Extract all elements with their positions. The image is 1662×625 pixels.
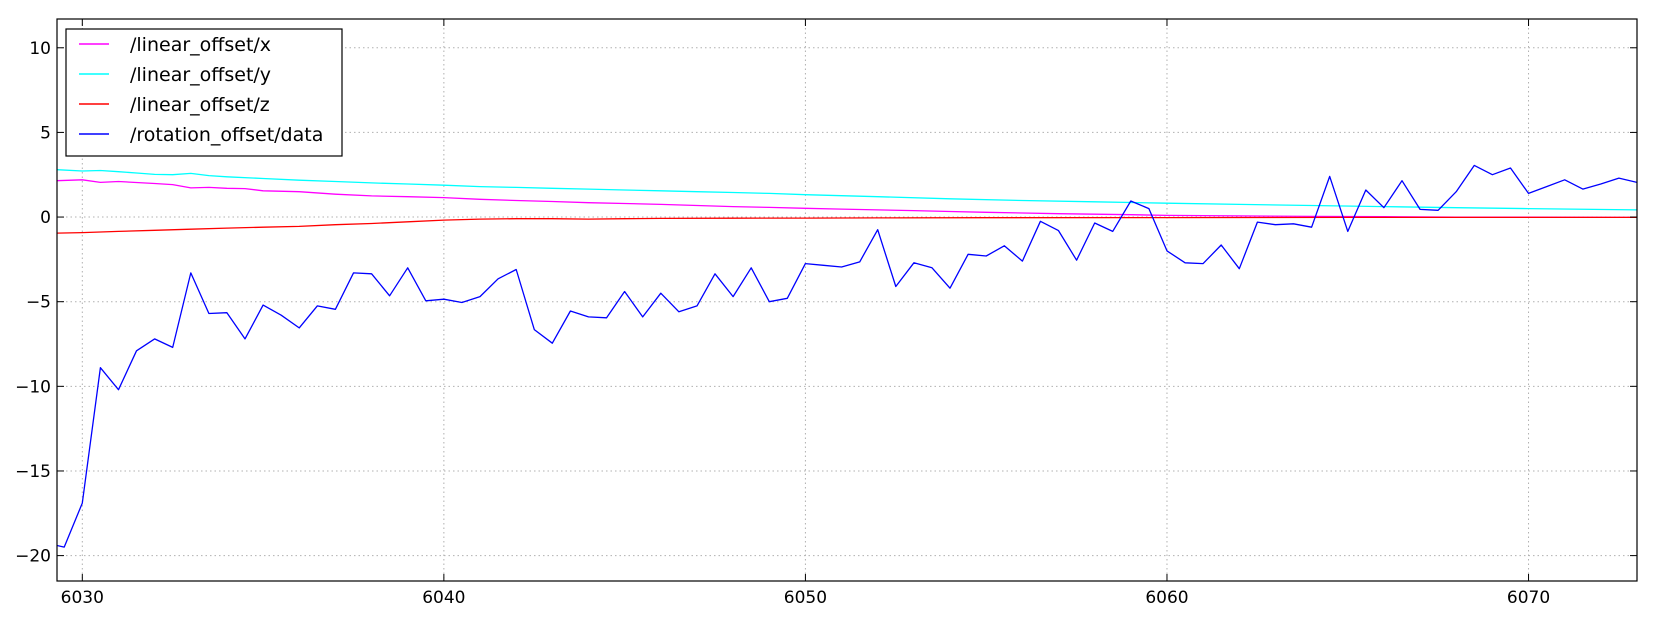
legend-entries: /linear_offset/x/linear_offset/y/linear_… [79, 34, 323, 146]
y-tick-label: 10 [29, 39, 51, 59]
legend-label: /linear_offset/z [130, 94, 270, 116]
series-layer [57, 164, 1637, 548]
legend-entry: /linear_offset/y [79, 64, 271, 86]
legend-entry: /linear_offset/x [79, 34, 271, 56]
legend-entry: /rotation_offset/data [79, 124, 323, 146]
series-line-3 [57, 216, 1637, 234]
x-axis-tick-labels: 6030 6040 6050 6060 6070 [61, 588, 1550, 608]
legend-label: /linear_offset/x [130, 34, 271, 56]
legend-entry: /linear_offset/z [79, 94, 270, 116]
y-tick-label: −20 [15, 547, 51, 567]
y-tick-label: 0 [40, 208, 51, 228]
series-line-4 [57, 164, 1637, 548]
y-tick-label: 5 [40, 123, 51, 143]
series-line-2 [57, 169, 1637, 211]
legend-box [65, 28, 343, 157]
x-tick-label: 6070 [1507, 588, 1550, 608]
axis-ticks [57, 19, 1637, 581]
plot-area [57, 164, 1637, 548]
y-tick-label: −10 [15, 377, 51, 397]
y-tick-label: −15 [15, 462, 51, 482]
x-tick-label: 6040 [422, 588, 465, 608]
legend: /linear_offset/x/linear_offset/y/linear_… [65, 28, 343, 157]
grid [57, 19, 1637, 581]
x-tick-label: 6060 [1145, 588, 1188, 608]
y-axis-tick-labels: 10 5 0 −5 −10 −15 −20 [15, 39, 51, 567]
x-tick-label: 6030 [61, 588, 104, 608]
x-tick-label: 6050 [784, 588, 827, 608]
y-tick-label: −5 [26, 293, 51, 313]
series-line-1 [57, 179, 1637, 219]
legend-label: /rotation_offset/data [130, 124, 323, 146]
plot-frame [56, 18, 1638, 582]
legend-label: /linear_offset/y [130, 64, 271, 86]
